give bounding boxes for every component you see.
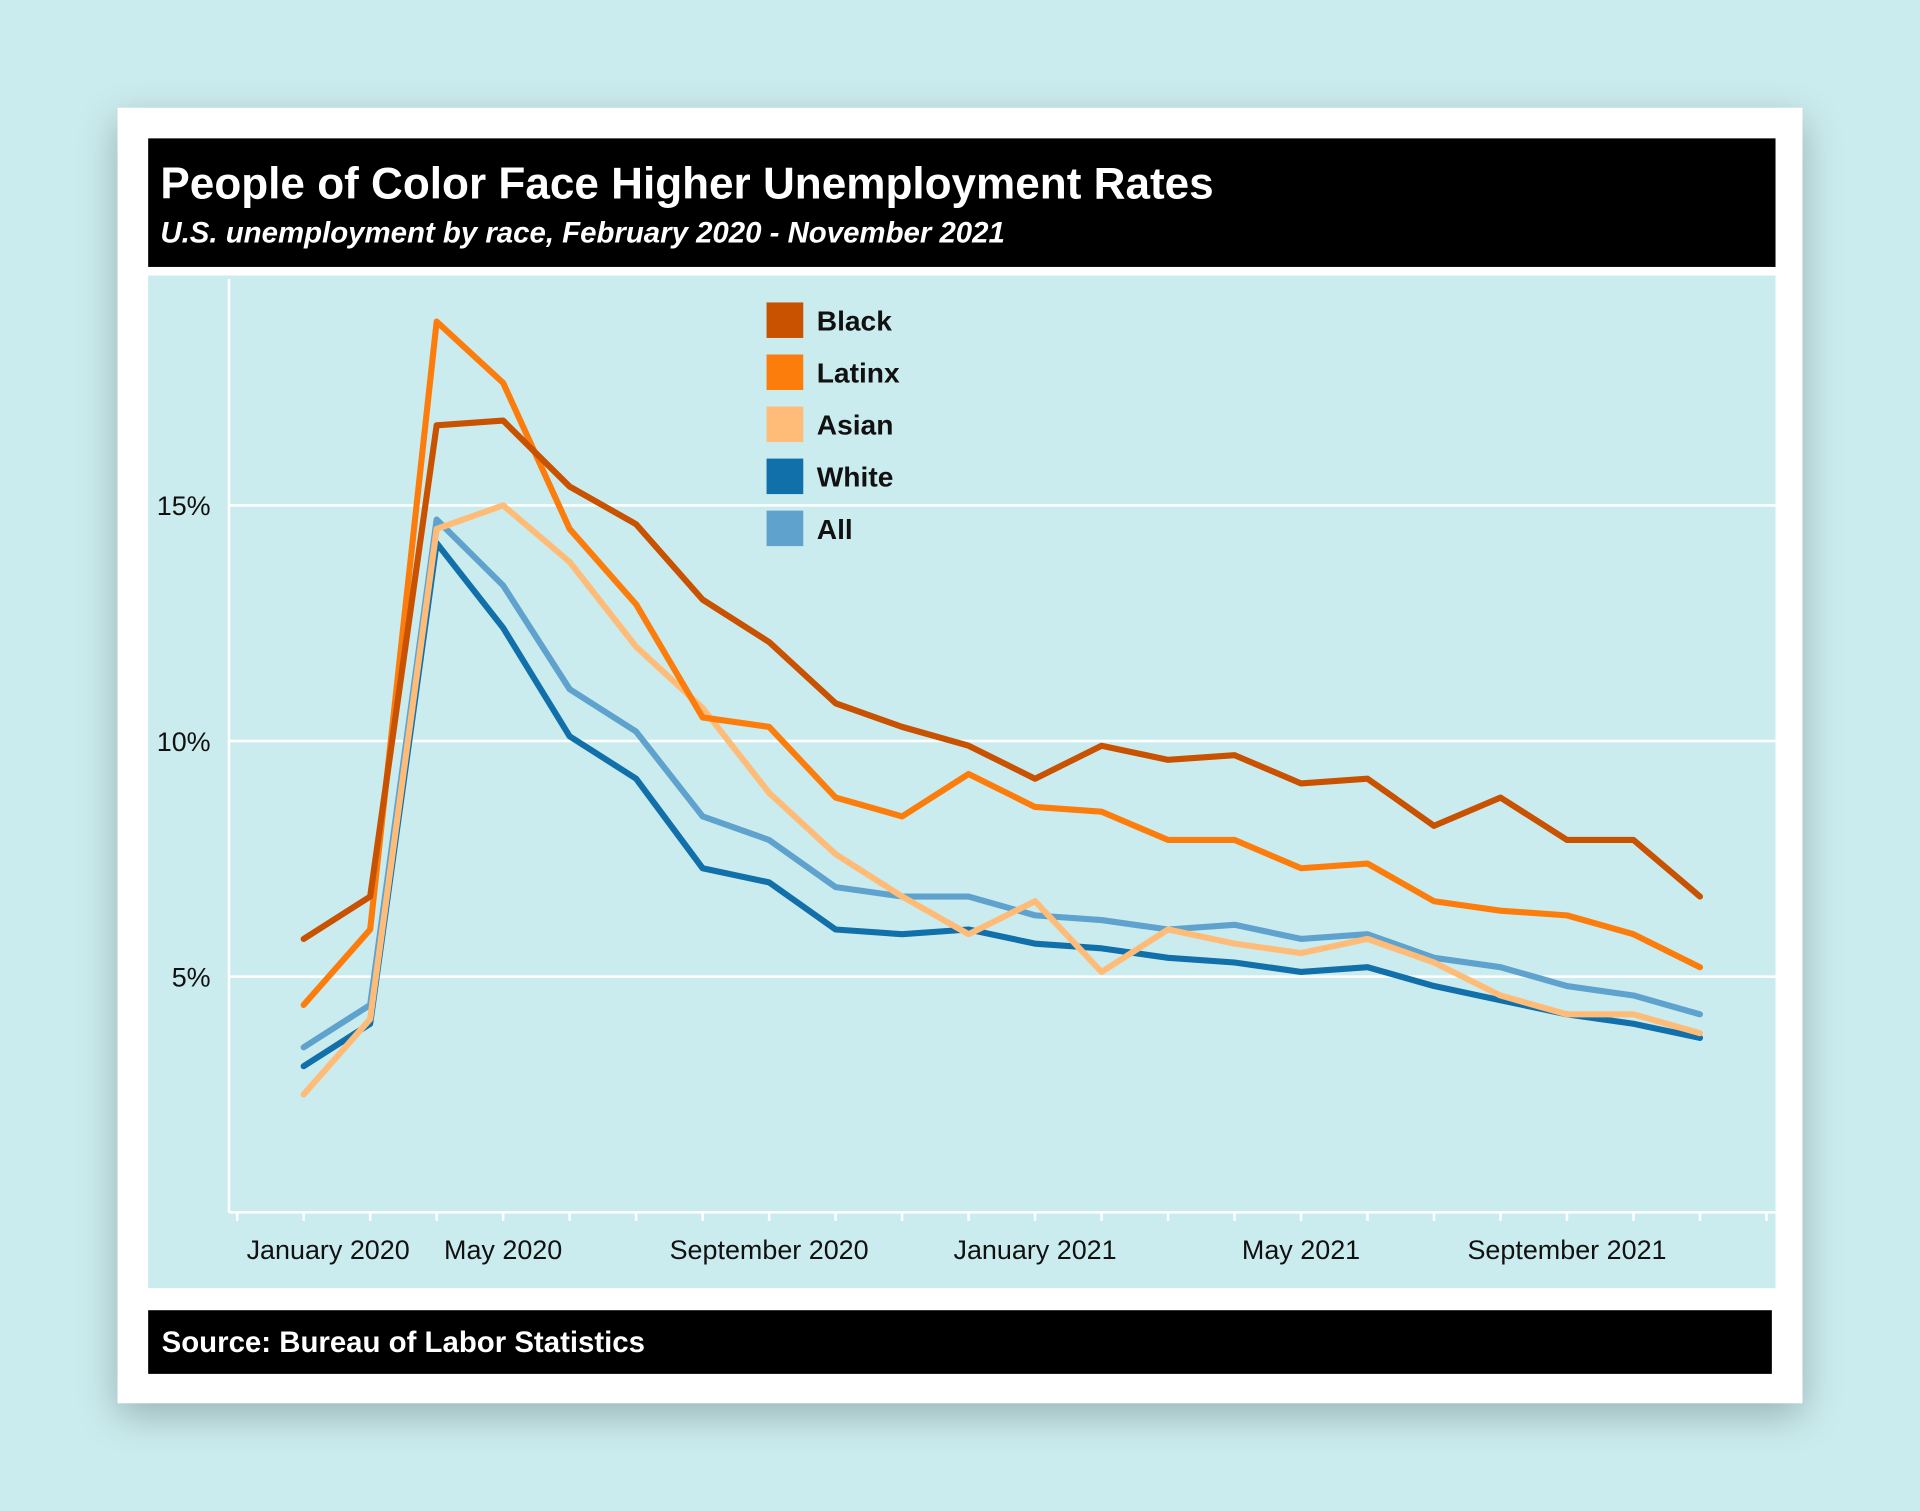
y-tick-label: 10% <box>157 727 211 757</box>
legend-swatch-latinx <box>766 354 804 391</box>
x-tick-label: September 2021 <box>1467 1235 1666 1265</box>
y-tick-label: 15% <box>157 491 211 521</box>
x-tick-label: September 2020 <box>670 1235 869 1265</box>
legend-label-latinx: Latinx <box>817 358 900 389</box>
series-line-white <box>300 540 1704 1070</box>
x-tick-label: January 2020 <box>247 1235 410 1265</box>
series-line-latinx <box>300 318 1704 1008</box>
x-tick-label: May 2021 <box>1242 1235 1360 1265</box>
legend-label-asian: Asian <box>817 410 894 441</box>
chart-subtitle: U.S. unemployment by race, February 2020… <box>160 216 1005 250</box>
legend-swatch-asian <box>766 406 804 443</box>
legend-swatch-black <box>766 302 804 338</box>
title-bar: People of Color Face Higher Unemployment… <box>148 138 1776 267</box>
source-note: Source: Bureau of Labor Statistics <box>161 1326 646 1360</box>
y-tick-label: 5% <box>172 962 211 992</box>
legend-label-all: All <box>817 514 853 545</box>
series-line-all <box>300 516 1704 1051</box>
x-tick-label: May 2020 <box>444 1235 562 1265</box>
legend-swatch-white <box>766 458 804 495</box>
series-line-black <box>300 417 1704 942</box>
x-tick-label: January 2021 <box>953 1235 1116 1265</box>
series-line-asian <box>300 502 1704 1098</box>
chart-title: People of Color Face Higher Unemployment… <box>160 157 1214 209</box>
source-bar: Source: Bureau of Labor Statistics <box>148 1310 1772 1374</box>
legend-swatch-all <box>766 510 804 547</box>
legend-label-black: Black <box>817 306 892 337</box>
legend-label-white: White <box>817 462 894 493</box>
